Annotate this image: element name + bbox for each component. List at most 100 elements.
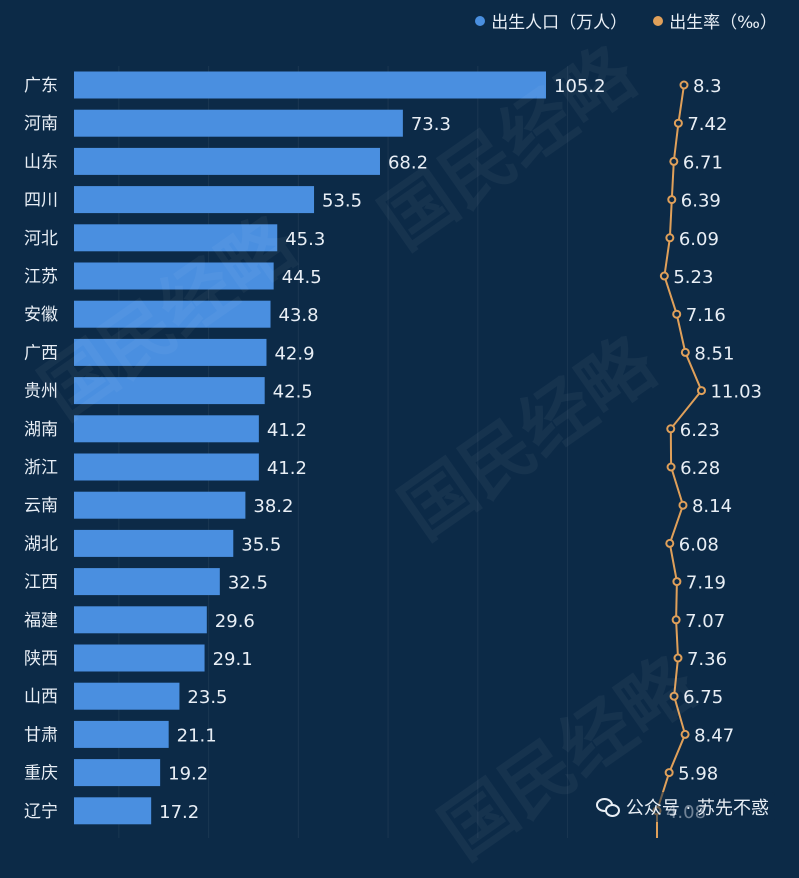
rate-point [680,729,690,739]
bar [74,224,278,252]
category-label: 安徽 [24,305,58,325]
bar [74,338,267,366]
bar [74,606,207,634]
rate-point [673,653,683,663]
category-label: 河北 [24,229,58,249]
rate-data-label: 6.09 [679,229,719,250]
rate-point [665,538,675,548]
category-label: 贵州 [24,382,58,402]
bar [74,491,246,519]
category-label: 福建 [24,611,58,631]
rate-data-label: 8.51 [694,343,734,364]
rate-point [664,768,674,778]
bar [74,262,274,290]
chart-legend: 出生人口（万人） 出生率（‰） [475,8,777,33]
bar-data-label: 23.5 [187,687,227,708]
legend-item-rate: 出生率（‰） [653,8,777,33]
legend-label: 出生率（‰） [669,13,777,33]
bar [74,147,380,175]
rate-point [680,347,690,357]
footer-credit: 公众号 · 苏先不惑 [589,792,775,822]
legend-dot-icon [475,15,486,26]
legend-dot-icon [653,15,664,26]
bar [74,109,403,137]
bar-data-label: 41.2 [267,458,307,479]
bar-data-label: 41.2 [267,420,307,441]
bar-data-label: 38.2 [253,496,293,517]
bar-data-label: 19.2 [168,764,208,785]
bar-data-label: 44.5 [282,267,322,288]
rate-point [671,615,681,625]
category-label: 山西 [24,687,58,707]
bar-data-label: 45.3 [285,229,325,250]
rate-data-label: 6.23 [680,420,720,441]
category-label: 陕西 [24,649,58,669]
rate-point [672,577,682,587]
bar [74,300,271,328]
bar [74,759,161,787]
category-label: 江苏 [24,267,58,287]
category-label: 四川 [24,191,58,211]
rate-data-label: 8.47 [694,725,734,746]
category-label: 江西 [24,573,58,593]
bar [74,720,169,748]
bar [74,71,546,99]
rate-data-label: 6.08 [679,534,719,555]
category-label: 湖北 [24,534,58,554]
rate-point [672,309,682,319]
rate-data-label: 7.07 [685,611,725,632]
bar-data-label: 43.8 [279,305,319,326]
rate-data-label: 6.28 [680,458,720,479]
bar [74,568,220,596]
bar-data-label: 42.9 [274,343,314,364]
rate-point [673,118,683,128]
rate-data-label: 7.36 [687,649,727,670]
rate-point [669,156,679,166]
category-label: 广西 [24,343,58,363]
category-label: 重庆 [24,764,58,784]
rate-data-label: 6.75 [683,687,723,708]
category-label: 辽宁 [24,802,58,822]
bar-data-label: 73.3 [411,114,451,135]
bar-data-label: 17.2 [159,802,199,823]
rate-data-label: 7.42 [687,114,727,135]
rate-point [679,80,689,90]
bar-data-label: 21.1 [177,725,217,746]
bar-data-label: 68.2 [388,152,428,173]
rate-point [678,500,688,510]
rate-data-label: 6.39 [681,191,721,212]
bar-data-label: 32.5 [228,573,268,594]
bar-data-label: 42.5 [273,382,313,403]
rate-data-label: 8.14 [692,496,732,517]
category-label: 河南 [24,114,58,134]
rate-data-label: 5.98 [678,764,718,785]
rate-data-label: 7.16 [686,305,726,326]
rate-point [696,386,706,396]
rate-point [666,462,676,472]
bar [74,682,180,710]
bar [74,186,315,214]
rate-data-label: 7.19 [686,573,726,594]
footer-text: 公众号 · 苏先不惑 [625,798,769,819]
bar [74,377,265,405]
category-label: 云南 [24,496,58,516]
rate-point [666,424,676,434]
bar-data-label: 35.5 [241,534,281,555]
rate-data-label: 11.03 [710,382,762,403]
category-label: 山东 [24,152,58,172]
category-label: 浙江 [24,458,58,478]
bar-data-label: 53.5 [322,191,362,212]
category-label: 湖南 [24,420,58,440]
wechat-icon [595,798,620,817]
rate-point [665,233,675,243]
bar [74,453,259,481]
legend-item-births: 出生人口（万人） [475,8,627,33]
bar [74,529,234,557]
rate-point [667,195,677,205]
bar-data-label: 29.6 [215,611,255,632]
rate-point [669,691,679,701]
rate-data-label: 5.23 [673,267,713,288]
bar-data-label: 105.2 [554,76,606,97]
bar [74,797,152,825]
rate-data-label: 6.71 [683,152,723,173]
